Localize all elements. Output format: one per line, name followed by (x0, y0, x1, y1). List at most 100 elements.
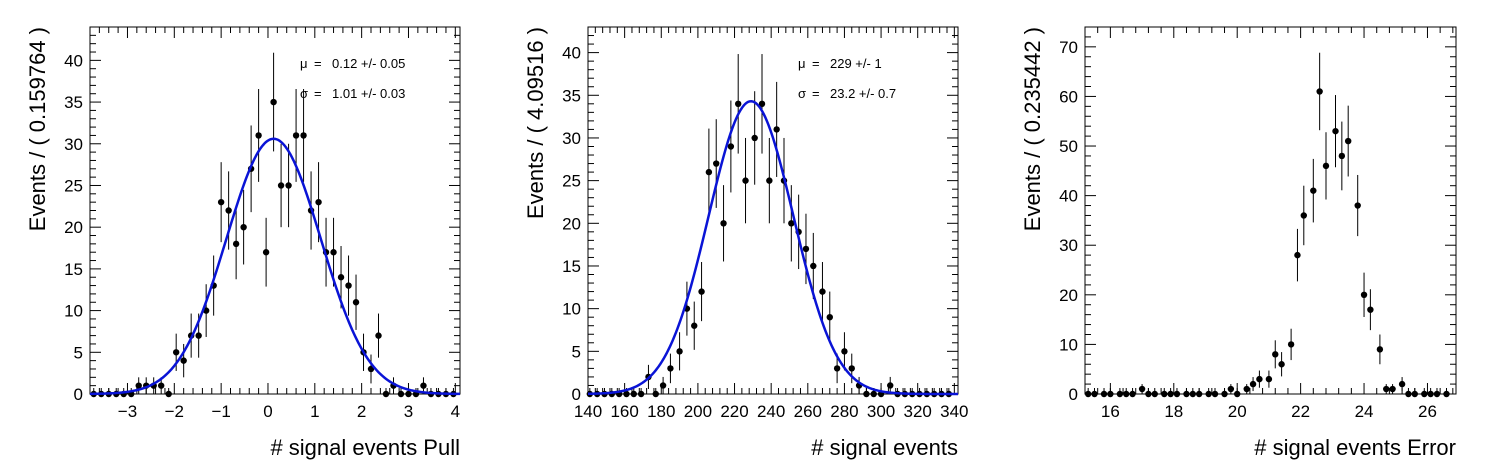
y-axis-label: Events / ( 0.235442 ) (1020, 27, 1045, 231)
data-point (1338, 152, 1346, 160)
data-point (1249, 380, 1257, 388)
y-tick-label: 0 (1069, 385, 1078, 404)
y-tick-label: 5 (572, 342, 581, 361)
plot-frame (1084, 26, 1457, 395)
data-point (1316, 88, 1323, 95)
y-tick-label: 30 (562, 129, 581, 148)
data-point (285, 182, 292, 189)
x-tick-label: 1 (310, 402, 319, 421)
data-point (1195, 390, 1203, 398)
y-tick-label: 20 (1059, 286, 1078, 305)
data-point (165, 390, 172, 398)
data-point (742, 177, 749, 184)
data-point (1265, 375, 1273, 383)
signal-events-panel: 140 160 180 200 220 240 260 280 300 320 340 0 5 10 15 2… (523, 26, 969, 460)
y-axis-label: Events / ( 0.159764 ) (25, 27, 50, 231)
y-tick-label: 10 (1059, 335, 1078, 354)
x-axis-label: # signal events Error (1254, 435, 1456, 460)
x-tick-label: 4 (451, 402, 460, 421)
fit-parameter-symbol: σ (300, 86, 308, 101)
data-point (1189, 390, 1197, 398)
data-point (758, 100, 766, 108)
data-point (397, 390, 405, 398)
data-point (734, 100, 742, 108)
data-point (1227, 385, 1235, 393)
data-point (788, 220, 795, 227)
y-tick-label: 40 (1059, 187, 1078, 206)
data-point (720, 220, 727, 227)
y-tick-label: 40 (562, 44, 581, 63)
y-tick-label: 5 (74, 343, 83, 362)
data-point (375, 332, 382, 339)
data-point (180, 357, 187, 364)
x-tick-label: 200 (684, 402, 712, 421)
data-point (1234, 390, 1241, 398)
fit-parameter-value: 23.2 +/- 0.7 (830, 86, 896, 101)
data-point (1376, 346, 1384, 353)
fit-parameter-equals: = (812, 86, 820, 101)
data-point (887, 382, 894, 389)
y-tick-label: 15 (562, 257, 581, 276)
x-tick-label: 18 (1164, 402, 1183, 421)
data-point (1278, 361, 1285, 368)
data-point (1433, 390, 1441, 398)
data-point (1405, 390, 1412, 398)
data-point (1183, 390, 1190, 398)
data-point (1243, 385, 1250, 393)
y-tick-label: 35 (64, 93, 83, 112)
data-point (727, 143, 735, 150)
data-point (1389, 385, 1396, 393)
data-point (1360, 291, 1368, 299)
data-point (315, 198, 322, 206)
fit-parameter-symbol: μ (798, 56, 806, 71)
x-tick-label: −1 (211, 402, 230, 421)
data-point (623, 390, 630, 398)
data-point (802, 245, 810, 253)
x-tick-label: 260 (794, 402, 822, 421)
x-tick-label: 320 (904, 402, 932, 421)
x-tick-label: 24 (1355, 402, 1374, 421)
y-tick-label: 30 (64, 135, 83, 154)
fit-parameter-equals: = (314, 56, 322, 71)
x-tick-label: 160 (610, 402, 638, 421)
data-point (1354, 202, 1361, 209)
x-tick-label: 220 (720, 402, 748, 421)
gaussian-fit-curve (587, 100, 958, 396)
x-tick-label: 180 (647, 402, 675, 421)
data-point (240, 223, 247, 231)
data-point (1091, 390, 1098, 398)
data-point (826, 313, 833, 321)
data-point (1123, 390, 1130, 398)
fit-parameter-symbol: σ (798, 86, 806, 101)
data-point (667, 365, 674, 372)
gaussian-fit-curve (89, 137, 461, 396)
data-point (863, 390, 870, 398)
data-point (352, 299, 360, 306)
data-point (676, 348, 683, 355)
data-point (1256, 375, 1263, 383)
x-tick-label: 240 (757, 402, 785, 421)
data-point (705, 168, 713, 176)
y-axis-label: Events / ( 4.09516 ) (523, 27, 548, 219)
x-tick-label: 16 (1101, 402, 1120, 421)
x-tick-label: 3 (404, 402, 413, 421)
data-point (172, 349, 180, 356)
fit-parameter-symbol: μ (300, 56, 308, 71)
data-point (1272, 351, 1279, 358)
data-point (277, 182, 285, 189)
data-point (870, 390, 877, 398)
data-point (1411, 390, 1418, 398)
data-point (345, 282, 352, 289)
y-tick-label: 10 (64, 302, 83, 321)
data-point (766, 177, 773, 184)
data-point (1383, 385, 1390, 393)
data-point (1084, 390, 1092, 398)
data-point (810, 262, 817, 270)
data-point (1116, 390, 1124, 398)
x-tick-label: 2 (357, 402, 366, 421)
y-tick-label: 20 (562, 214, 581, 233)
data-point (652, 390, 659, 398)
data-point (1138, 385, 1146, 393)
data-point (300, 132, 307, 139)
